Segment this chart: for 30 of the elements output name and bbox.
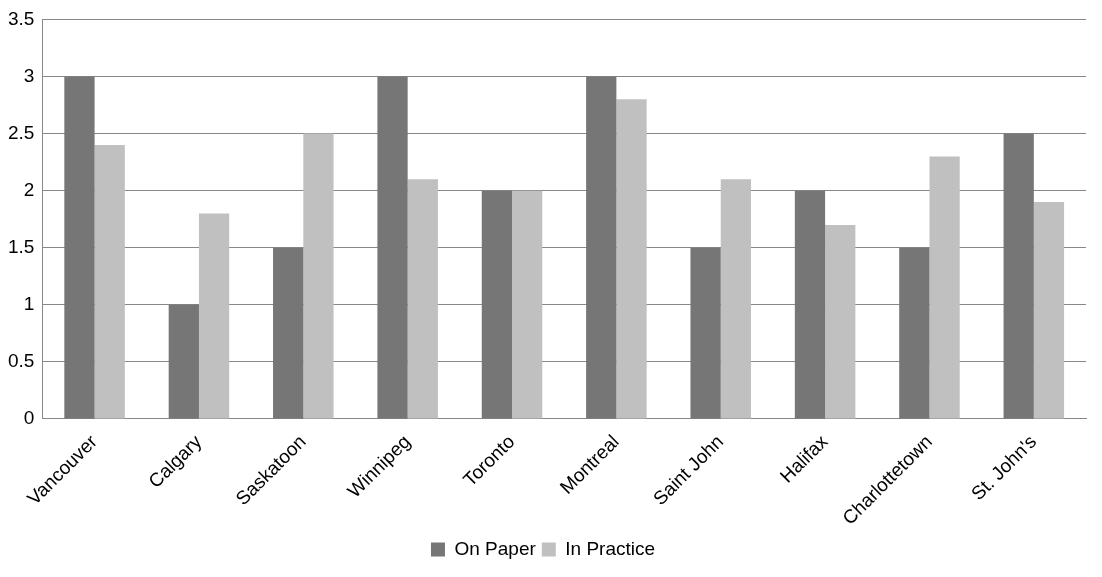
y-tick-label: 1.5 (7, 235, 35, 257)
bar (794, 190, 826, 419)
y-tick-label: 3 (23, 64, 35, 86)
y-tick-label: 2.5 (7, 121, 35, 143)
bar (512, 190, 543, 419)
bar (1003, 133, 1034, 419)
bar (720, 179, 752, 419)
bar (690, 247, 721, 419)
bar (198, 213, 230, 419)
bar (929, 156, 960, 419)
y-tick-label: 3.5 (7, 7, 35, 29)
bar (64, 76, 95, 419)
bar (586, 76, 617, 419)
bar (899, 247, 930, 419)
bar (377, 76, 408, 419)
y-tick-label: 0 (23, 407, 35, 429)
y-tick-label: 2 (23, 178, 35, 200)
bar (168, 304, 199, 419)
bar (303, 133, 334, 419)
bar (94, 144, 125, 419)
legend-label: In Practice (565, 537, 656, 559)
bar (407, 179, 438, 419)
bar (273, 247, 304, 419)
legend-label: On Paper (454, 537, 537, 559)
bar (825, 224, 856, 419)
bar (616, 99, 647, 419)
bar (1033, 202, 1065, 419)
y-tick-label: 0.5 (7, 350, 35, 372)
y-tick-label: 1 (23, 293, 35, 315)
bar (481, 190, 513, 419)
